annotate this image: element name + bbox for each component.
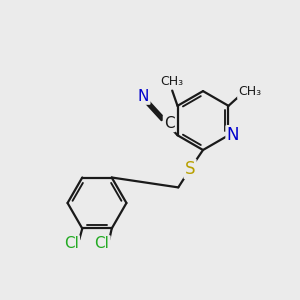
Text: Cl: Cl <box>94 236 110 251</box>
Text: CH₃: CH₃ <box>160 75 184 88</box>
Text: N: N <box>138 88 149 104</box>
Text: S: S <box>185 160 195 178</box>
Text: C: C <box>164 116 175 131</box>
Text: Cl: Cl <box>64 236 79 251</box>
Text: N: N <box>227 126 239 144</box>
Text: CH₃: CH₃ <box>238 85 261 98</box>
